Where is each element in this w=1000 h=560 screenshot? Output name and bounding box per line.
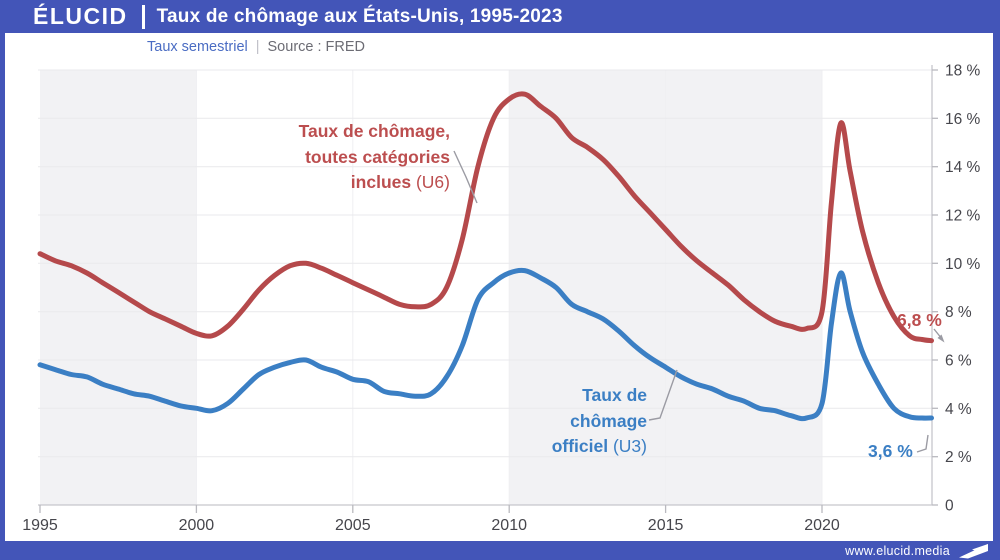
page-title: Taux de chômage aux États-Unis, 1995-202… [156, 5, 563, 27]
u6-value-arrow [933, 328, 945, 343]
annotation-u3-line2: chômage [570, 410, 647, 431]
annotation-u3-line1: Taux de [582, 385, 647, 405]
annotation-u6-label: Taux de chômage, toutes catégories inclu… [299, 119, 450, 196]
decade-band [40, 70, 197, 505]
series-line-u3 [37, 267, 934, 422]
y-tick-label: 8 % [945, 304, 972, 321]
y-tick-label: 6 % [945, 353, 972, 370]
y-tick-label: 0 [945, 498, 954, 515]
subtitle-frequency: Taux semestriel [147, 39, 248, 55]
x-tick-label: 2010 [491, 517, 527, 534]
annotation-u6-line2: toutes catégories [305, 146, 450, 167]
u6-label-connector-line [453, 150, 478, 204]
y-axis-labels: 0 2 % 4 % 6 % 8 % 10 % 12 % 14 % 16 % 18 % [945, 63, 981, 515]
annotation-u3-label: Taux de chômage officiel (U3) [552, 383, 647, 460]
x-axis-ticks [39, 505, 823, 513]
annotation-u6-line1: Taux de chômage, [298, 121, 450, 141]
y-axis-ticks [932, 69, 938, 506]
x-tick-label: 2005 [335, 517, 371, 534]
u3-label-connector-line [648, 369, 678, 421]
left-border [0, 0, 5, 560]
right-border [993, 0, 1000, 560]
footer-url: www.elucid.media [845, 543, 950, 558]
u3-value-connector-line [916, 434, 929, 453]
subtitle-source: Source : FRED [267, 39, 366, 55]
vertical-gridlines [195, 70, 823, 505]
y-tick-label: 4 % [945, 401, 972, 418]
x-tick-label: 2020 [804, 517, 840, 534]
brand-logo: ÉLUCID [33, 3, 128, 29]
x-tick-label: 1995 [22, 517, 58, 534]
x-tick-label: 2015 [648, 517, 684, 534]
y-tick-label: 2 % [945, 449, 972, 466]
subtitle: Taux semestriel | Source : FRED [147, 39, 365, 55]
annotation-u6-line3: inclues (U6) [350, 172, 450, 192]
y-tick-label: 14 % [945, 159, 981, 176]
y-tick-label: 18 % [945, 63, 981, 80]
y-tick-label: 12 % [945, 208, 981, 225]
y-tick-label: 16 % [945, 111, 981, 128]
elucid-flag-icon [959, 543, 988, 558]
value-label-u6: 6,8 % [897, 310, 942, 330]
header-divider [141, 4, 145, 29]
annotation-u3-line3: officiel (U3) [551, 436, 647, 456]
series-line-u6 [37, 91, 934, 344]
y-tick-label: 10 % [945, 256, 981, 273]
footer-bar: www.elucid.media [0, 541, 1000, 560]
x-axis-labels: 1995 2000 2005 2010 2015 2020 [22, 517, 840, 534]
subtitle-separator: | [255, 39, 260, 55]
value-label-u3: 3,6 % [868, 441, 913, 461]
x-tick-label: 2000 [179, 517, 215, 534]
header-bar: ÉLUCID Taux de chômage aux États-Unis, 1… [0, 0, 1000, 33]
